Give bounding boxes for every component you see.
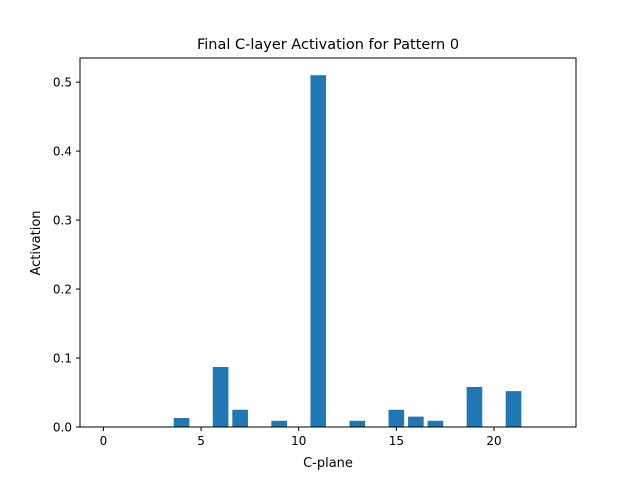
y-tick-label: 0.0 — [53, 421, 72, 435]
y-axis-ticks: 0.0 0.1 0.2 0.3 0.4 0.5 — [53, 76, 80, 435]
bar-17 — [427, 420, 444, 427]
y-tick-label: 0.4 — [53, 145, 72, 159]
x-tick-label: 0 — [100, 434, 108, 448]
y-tick-label: 0.2 — [53, 283, 72, 297]
bar-4 — [173, 418, 190, 427]
bar-21 — [505, 391, 522, 427]
bar-16 — [408, 416, 424, 427]
y-tick-label: 0.5 — [53, 76, 72, 90]
x-tick-label: 10 — [291, 434, 306, 448]
bar-7 — [232, 409, 248, 427]
plot-frame — [79, 57, 577, 428]
x-tick-label: 20 — [486, 434, 501, 448]
x-tick-label: 5 — [197, 434, 205, 448]
y-tick-label: 0.3 — [53, 214, 72, 228]
x-axis-ticks: 0 5 10 15 20 — [100, 427, 502, 448]
x-axis-label: C-plane — [303, 456, 353, 471]
bar-6 — [212, 366, 229, 427]
y-axis-label: Activation — [29, 210, 44, 275]
bars-layer — [173, 75, 522, 428]
y-tick-label: 0.1 — [53, 352, 72, 366]
bar-11 — [310, 75, 327, 428]
bar-19 — [466, 387, 483, 427]
bar-15 — [388, 409, 405, 427]
bar-9 — [271, 420, 287, 427]
bar-13 — [349, 420, 366, 427]
chart-title: Final C-layer Activation for Pattern 0 — [197, 37, 459, 53]
x-tick-label: 15 — [389, 434, 404, 448]
